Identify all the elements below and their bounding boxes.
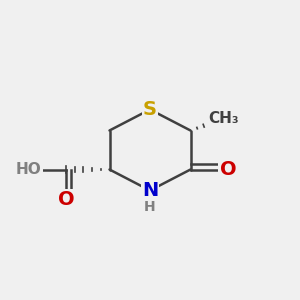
Text: HO: HO [16, 162, 41, 177]
Text: S: S [143, 100, 157, 119]
Text: N: N [142, 181, 158, 200]
Text: CH₃: CH₃ [208, 111, 239, 126]
Text: H: H [144, 200, 156, 214]
Text: O: O [58, 190, 74, 209]
Text: O: O [220, 160, 236, 179]
